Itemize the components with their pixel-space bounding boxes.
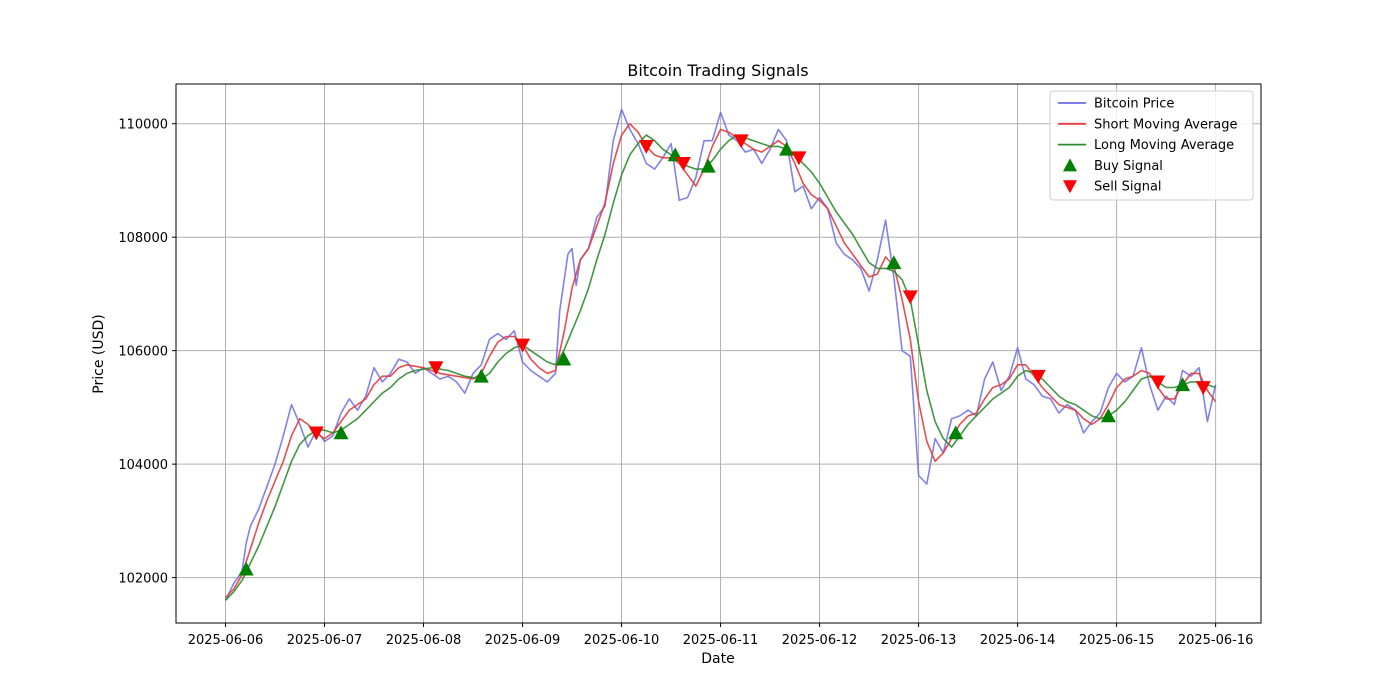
x-tick-label: 2025-06-13 bbox=[881, 633, 957, 648]
sell-signal-marker bbox=[1195, 381, 1211, 396]
x-axis-label: Date bbox=[701, 651, 734, 667]
signal-markers bbox=[238, 134, 1211, 576]
legend-sell-marker bbox=[1063, 180, 1077, 194]
buy-signal-marker bbox=[238, 561, 254, 576]
buy-signal-marker bbox=[779, 141, 795, 156]
legend-label: Bitcoin Price bbox=[1094, 97, 1174, 112]
legend-label: Sell Signal bbox=[1094, 180, 1162, 195]
y-tick-label: 110000 bbox=[118, 118, 168, 133]
buy-signal-marker bbox=[333, 425, 349, 440]
legend-item-buy-signal: Buy Signal bbox=[1063, 158, 1163, 174]
x-axis-ticks: 2025-06-06 2025-06-07 2025-06-08 2025-06-09… bbox=[188, 623, 1254, 648]
x-tick-label: 2025-06-06 bbox=[188, 633, 264, 648]
y-tick-label: 108000 bbox=[118, 231, 168, 246]
x-tick-label: 2025-06-11 bbox=[683, 633, 759, 648]
buy-signal-marker bbox=[700, 158, 716, 173]
legend-buy-marker bbox=[1063, 158, 1077, 172]
sell-signal-marker bbox=[1150, 375, 1166, 390]
legend-label: Buy Signal bbox=[1094, 159, 1163, 174]
buy-signal-marker bbox=[948, 425, 964, 440]
sell-signal-marker bbox=[638, 140, 654, 154]
legend-item-short-moving-average: Short Moving Average bbox=[1058, 117, 1238, 132]
x-tick-label: 2025-06-07 bbox=[287, 633, 363, 648]
buy-signal-marker bbox=[1100, 408, 1116, 423]
sell-signal-marker bbox=[1030, 369, 1046, 384]
x-tick-label: 2025-06-16 bbox=[1178, 633, 1254, 648]
y-axis-label: Price (USD) bbox=[91, 314, 107, 393]
buy-signal-marker bbox=[556, 351, 572, 366]
buy-signal-marker bbox=[886, 255, 902, 270]
chart-legend: Bitcoin Price Short Moving Average Long Mo… bbox=[1049, 90, 1254, 201]
sell-signal-marker bbox=[791, 151, 807, 166]
legend-item-bitcoin-price: Bitcoin Price bbox=[1058, 97, 1174, 112]
buy-signal-marker bbox=[473, 368, 489, 383]
plot-frame bbox=[175, 83, 1262, 624]
sell-signal-marker bbox=[515, 338, 531, 353]
sell-signal-marker bbox=[733, 134, 749, 149]
x-tick-label: 2025-06-12 bbox=[782, 633, 858, 648]
y-tick-label: 104000 bbox=[118, 458, 168, 473]
sell-signal-marker bbox=[902, 290, 918, 305]
legend-label: Long Moving Average bbox=[1094, 138, 1234, 153]
legend-label: Short Moving Average bbox=[1094, 117, 1238, 132]
legend-item-sell-signal: Sell Signal bbox=[1063, 180, 1162, 195]
sell-signal-marker bbox=[428, 361, 444, 376]
legend-box bbox=[1049, 90, 1254, 201]
sell-signal-marker bbox=[308, 426, 324, 441]
y-axis-ticks: 102000 104000 106000 108000 110000 bbox=[118, 118, 176, 587]
buy-signal-marker bbox=[1175, 377, 1191, 392]
x-tick-label: 2025-06-15 bbox=[1079, 633, 1155, 648]
y-tick-label: 106000 bbox=[118, 345, 168, 360]
x-tick-label: 2025-06-08 bbox=[386, 633, 462, 648]
legend-item-long-moving-average: Long Moving Average bbox=[1058, 138, 1234, 153]
sell-signal-marker bbox=[675, 157, 691, 171]
y-tick-label: 102000 bbox=[118, 572, 168, 587]
x-tick-label: 2025-06-14 bbox=[980, 633, 1056, 648]
chart-title: Bitcoin Trading Signals bbox=[627, 61, 808, 80]
x-tick-label: 2025-06-10 bbox=[584, 633, 660, 648]
x-tick-label: 2025-06-09 bbox=[485, 633, 561, 648]
